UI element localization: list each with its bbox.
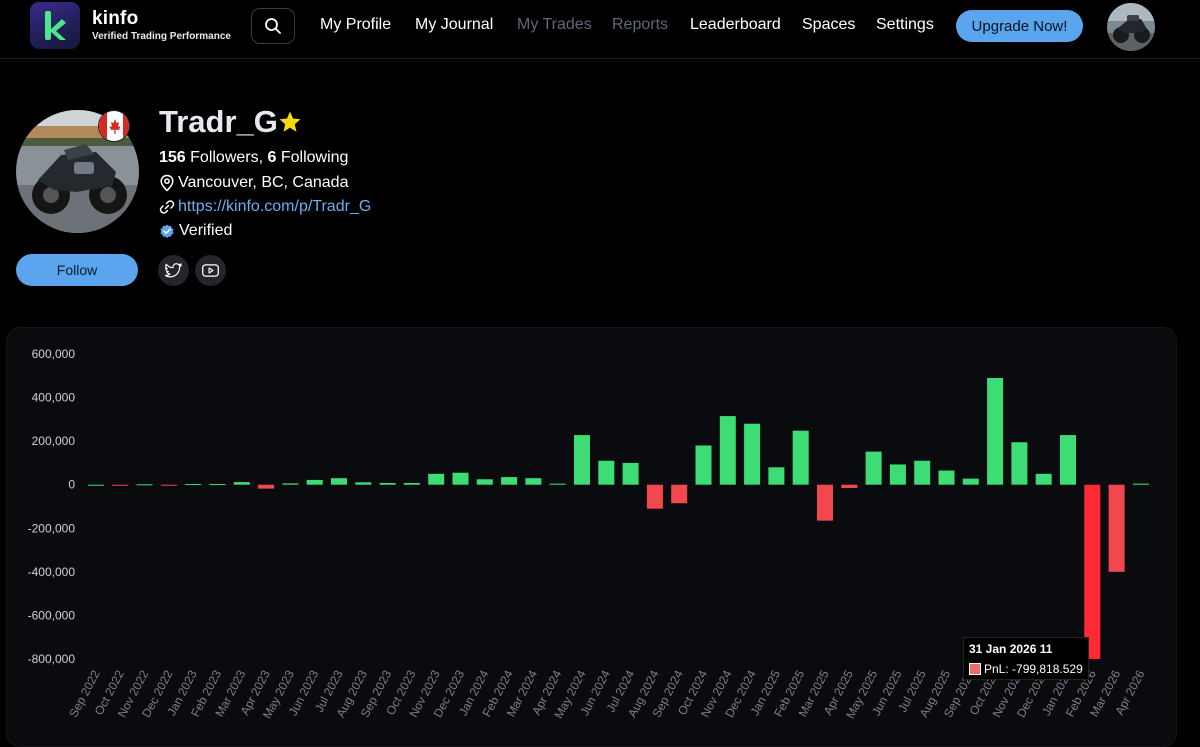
y-axis-tick-label: 0 [68,478,75,492]
twitter-icon [165,263,182,278]
star-icon [278,110,302,139]
y-axis-tick-label: -400,000 [28,565,76,579]
location-row: Vancouver, BC, Canada [159,174,348,192]
tooltip-value: PnL: -799,818.529 [984,662,1083,676]
canada-flag-icon [98,110,130,142]
chart-bar[interactable] [744,423,761,485]
chart-bar[interactable] [136,484,153,486]
youtube-button[interactable] [195,255,226,286]
youtube-icon [202,264,219,277]
follow-button[interactable]: Follow [16,254,138,286]
top-navigation-bar: kinfo Verified Trading Performance My Pr… [0,0,1200,59]
y-axis-tick-label: 200,000 [32,434,76,448]
y-axis-tick-label: 400,000 [32,391,76,405]
chart-bar[interactable] [1035,473,1052,485]
profile-url-link[interactable]: https://kinfo.com/p/Tradr_G [178,198,372,215]
chart-bar[interactable] [865,451,882,485]
nav-my-journal[interactable]: My Journal [415,16,494,33]
y-axis-tick-label: 600,000 [32,347,76,361]
chart-bar[interactable] [962,478,979,485]
chart-bar[interactable] [525,478,542,485]
upgrade-button[interactable]: Upgrade Now! [956,10,1083,42]
chart-bar[interactable] [403,482,420,485]
chart-bar[interactable] [428,473,445,485]
chart-bar[interactable] [233,482,250,485]
chart-bar[interactable] [914,460,931,485]
link-icon [159,200,175,214]
chart-bar[interactable] [306,479,323,485]
nav-leaderboard[interactable]: Leaderboard [690,16,781,33]
chart-bar[interactable] [792,430,809,485]
kinfo-k-icon [45,10,66,40]
search-icon [265,18,281,34]
chart-bar[interactable] [841,484,858,488]
chart-bar[interactable] [282,483,299,485]
chart-bar[interactable] [185,484,202,486]
avatar-motorcycle-image [1107,3,1155,51]
chart-bar[interactable] [1132,483,1149,485]
chart-bar[interactable] [574,435,590,485]
verified-row: Verified [159,222,232,240]
verified-badge-icon [160,224,174,238]
chart-bar[interactable] [1108,484,1125,572]
chart-bar[interactable] [1011,442,1028,485]
chart-bar[interactable] [598,460,615,485]
brand-tagline: Verified Trading Performance [92,31,231,42]
nav-spaces[interactable]: Spaces [802,16,856,33]
followers-count: 156 [159,149,186,166]
y-axis-tick-label: -200,000 [28,521,76,535]
nav-settings[interactable]: Settings [876,16,934,33]
following-label: Following [276,149,349,166]
chart-bar[interactable] [209,484,226,486]
tooltip-title: 31 Jan 2026 11 [969,642,1053,656]
profile-link-row: https://kinfo.com/p/Tradr_G [159,198,371,216]
chart-bar[interactable] [817,484,833,521]
kinfo-logo[interactable] [30,2,80,49]
nav-my-profile[interactable]: My Profile [320,16,392,33]
chart-bar[interactable] [112,484,129,486]
verified-label: Verified [179,222,233,239]
chart-bar[interactable] [768,467,785,485]
chart-bar[interactable] [719,416,736,485]
chart-bar[interactable] [646,484,663,509]
chart-bar[interactable] [1084,484,1101,659]
location-text: Vancouver, BC, Canada [178,174,349,191]
chart-bar[interactable] [258,484,275,489]
chart-bar[interactable] [476,479,493,485]
chart-tooltip: 31 Jan 2026 11 PnL: -799,818.529 [963,637,1089,680]
chart-bar[interactable] [160,484,177,486]
profile-username: Tradr_G [159,104,278,139]
brand-name: kinfo [92,8,139,29]
tooltip-color-swatch [969,663,981,675]
chart-bar[interactable] [889,464,906,485]
search-button[interactable] [251,8,295,44]
chart-bar[interactable] [549,483,566,485]
chart-bar[interactable] [355,482,372,485]
nav-my-trades[interactable]: My Trades [517,16,592,33]
nav-reports[interactable]: Reports [612,16,669,33]
chart-bar[interactable] [938,470,955,485]
location-pin-icon [160,174,174,192]
followers-label: Followers, [185,149,268,166]
follow-stats: 156 Followers, 6 Following [159,149,348,167]
user-avatar[interactable] [1107,3,1155,51]
chart-bar[interactable] [452,472,469,485]
chart-bar[interactable] [695,445,712,485]
chart-bar[interactable] [379,482,396,485]
twitter-button[interactable] [158,255,189,286]
y-axis-tick-label: -800,000 [28,652,76,666]
chart-bar[interactable] [331,478,347,485]
chart-bar[interactable] [501,477,518,485]
chart-bar[interactable] [88,484,104,486]
chart-bar[interactable] [671,484,688,504]
following-count: 6 [267,149,277,166]
chart-bar[interactable] [987,377,1004,485]
chart-bar[interactable] [622,462,639,485]
chart-bar[interactable] [1060,435,1076,485]
y-axis-tick-label: -600,000 [28,608,76,622]
